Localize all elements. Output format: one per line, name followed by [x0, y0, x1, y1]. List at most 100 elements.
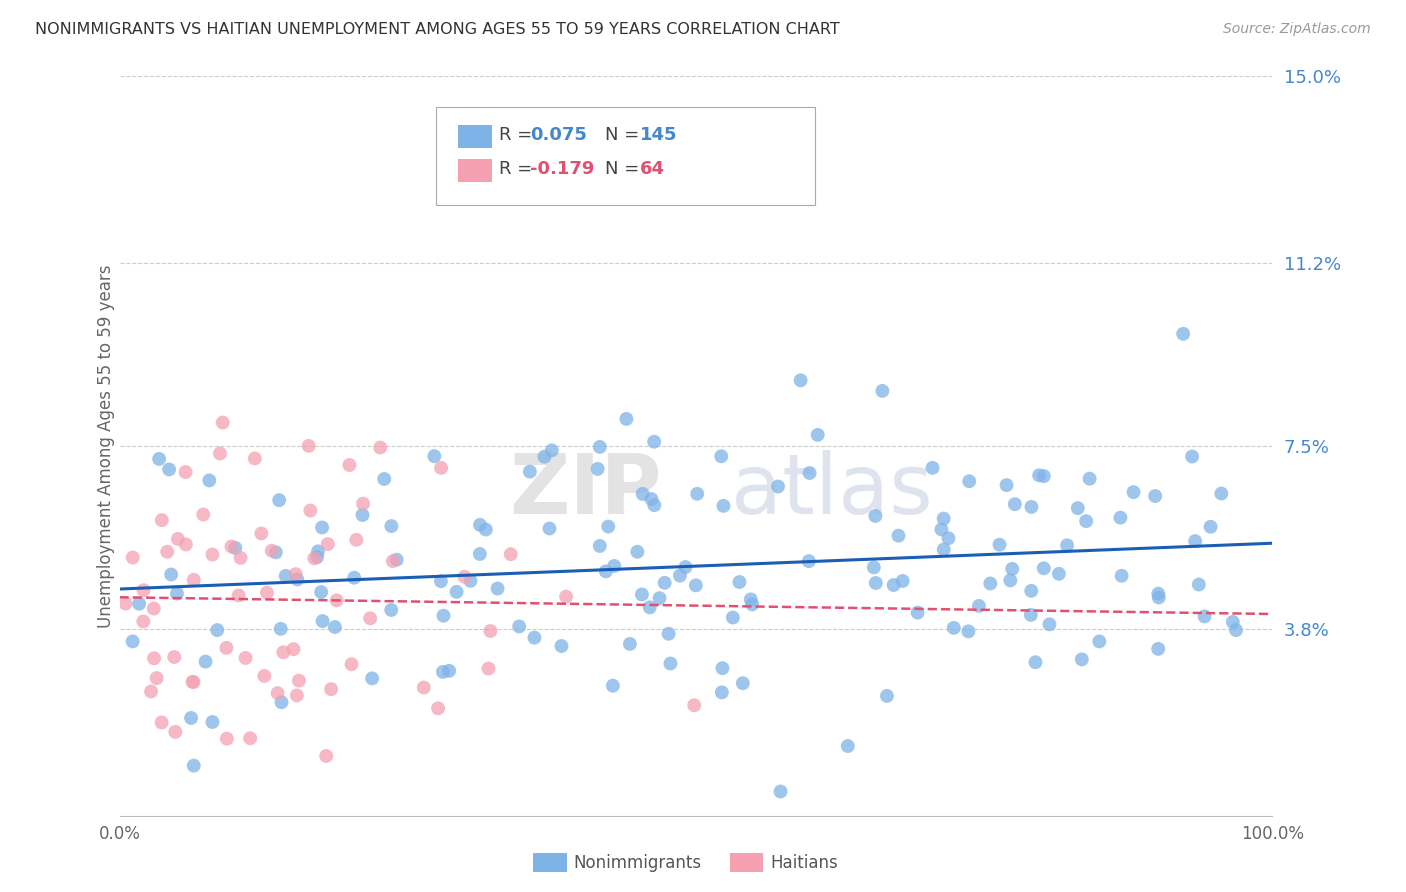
Point: [385, 552, 408, 566]
Point: [1032, 561, 1054, 575]
Point: [1001, 562, 1024, 576]
Point: [352, 497, 374, 511]
Text: R =: R =: [499, 126, 538, 144]
Point: [686, 487, 709, 501]
Point: [430, 574, 453, 589]
Point: [654, 575, 676, 590]
Point: [616, 412, 638, 426]
Point: [988, 538, 1011, 552]
Text: Source: ZipAtlas.com: Source: ZipAtlas.com: [1223, 22, 1371, 37]
Point: [228, 589, 250, 603]
Point: [957, 474, 980, 488]
Point: [883, 578, 905, 592]
Point: [423, 449, 446, 463]
Point: [201, 548, 224, 562]
Point: [533, 450, 555, 464]
Point: [769, 784, 792, 798]
Point: [1028, 468, 1050, 483]
Point: [1225, 623, 1247, 637]
Point: [728, 574, 751, 589]
Point: [1000, 574, 1022, 588]
Text: Nonimmigrants: Nonimmigrants: [574, 854, 702, 871]
Point: [921, 460, 943, 475]
Point: [499, 547, 522, 561]
Point: [631, 587, 654, 601]
Point: [932, 511, 955, 525]
Point: [156, 545, 179, 559]
Point: [1019, 583, 1042, 598]
Point: [523, 631, 546, 645]
Point: [1147, 641, 1170, 656]
Point: [479, 624, 502, 638]
Point: [198, 474, 221, 488]
Point: [538, 521, 561, 535]
Point: [167, 532, 190, 546]
Point: [288, 673, 311, 688]
Point: [283, 642, 305, 657]
Point: [799, 466, 821, 480]
Point: [299, 503, 322, 517]
Point: [589, 440, 612, 454]
Point: [789, 373, 811, 387]
Point: [183, 758, 205, 772]
Point: [163, 650, 186, 665]
Point: [731, 676, 754, 690]
Point: [311, 520, 333, 534]
Point: [215, 731, 238, 746]
Point: [648, 591, 671, 606]
Text: 145: 145: [640, 126, 678, 144]
Point: [586, 462, 609, 476]
Point: [619, 637, 641, 651]
Point: [1181, 450, 1204, 464]
Point: [270, 622, 292, 636]
Point: [339, 458, 361, 472]
Point: [412, 681, 434, 695]
Point: [325, 593, 347, 607]
Point: [658, 626, 681, 640]
Point: [1211, 486, 1233, 500]
Point: [942, 621, 965, 635]
Y-axis label: Unemployment Among Ages 55 to 59 years: Unemployment Among Ages 55 to 59 years: [97, 264, 115, 628]
Point: [304, 551, 326, 566]
Point: [1019, 607, 1042, 622]
Point: [555, 590, 578, 604]
Point: [1109, 510, 1132, 524]
Point: [741, 598, 763, 612]
Point: [766, 479, 789, 493]
Point: [128, 597, 150, 611]
Point: [143, 651, 166, 665]
Point: [931, 523, 953, 537]
Point: [1076, 514, 1098, 528]
Point: [260, 543, 283, 558]
Point: [264, 545, 287, 559]
Point: [132, 615, 155, 629]
Point: [174, 537, 197, 551]
Point: [274, 569, 297, 583]
Point: [1188, 577, 1211, 591]
Text: 0.075: 0.075: [530, 126, 586, 144]
Point: [380, 519, 402, 533]
Point: [446, 585, 468, 599]
Text: ZIP: ZIP: [509, 450, 661, 531]
Point: [1032, 469, 1054, 483]
Point: [872, 384, 894, 398]
Point: [165, 725, 187, 739]
Point: [437, 664, 460, 678]
Point: [208, 446, 231, 460]
Point: [160, 567, 183, 582]
Point: [837, 739, 859, 753]
Point: [340, 657, 363, 672]
Point: [979, 576, 1001, 591]
Point: [1184, 534, 1206, 549]
Point: [298, 439, 321, 453]
Point: [368, 441, 391, 455]
Point: [475, 523, 498, 537]
Point: [589, 539, 612, 553]
Point: [142, 601, 165, 615]
Point: [221, 540, 243, 554]
Point: [477, 662, 499, 676]
Point: [1222, 615, 1244, 629]
Point: [307, 550, 329, 565]
Point: [114, 597, 136, 611]
Point: [309, 585, 332, 599]
